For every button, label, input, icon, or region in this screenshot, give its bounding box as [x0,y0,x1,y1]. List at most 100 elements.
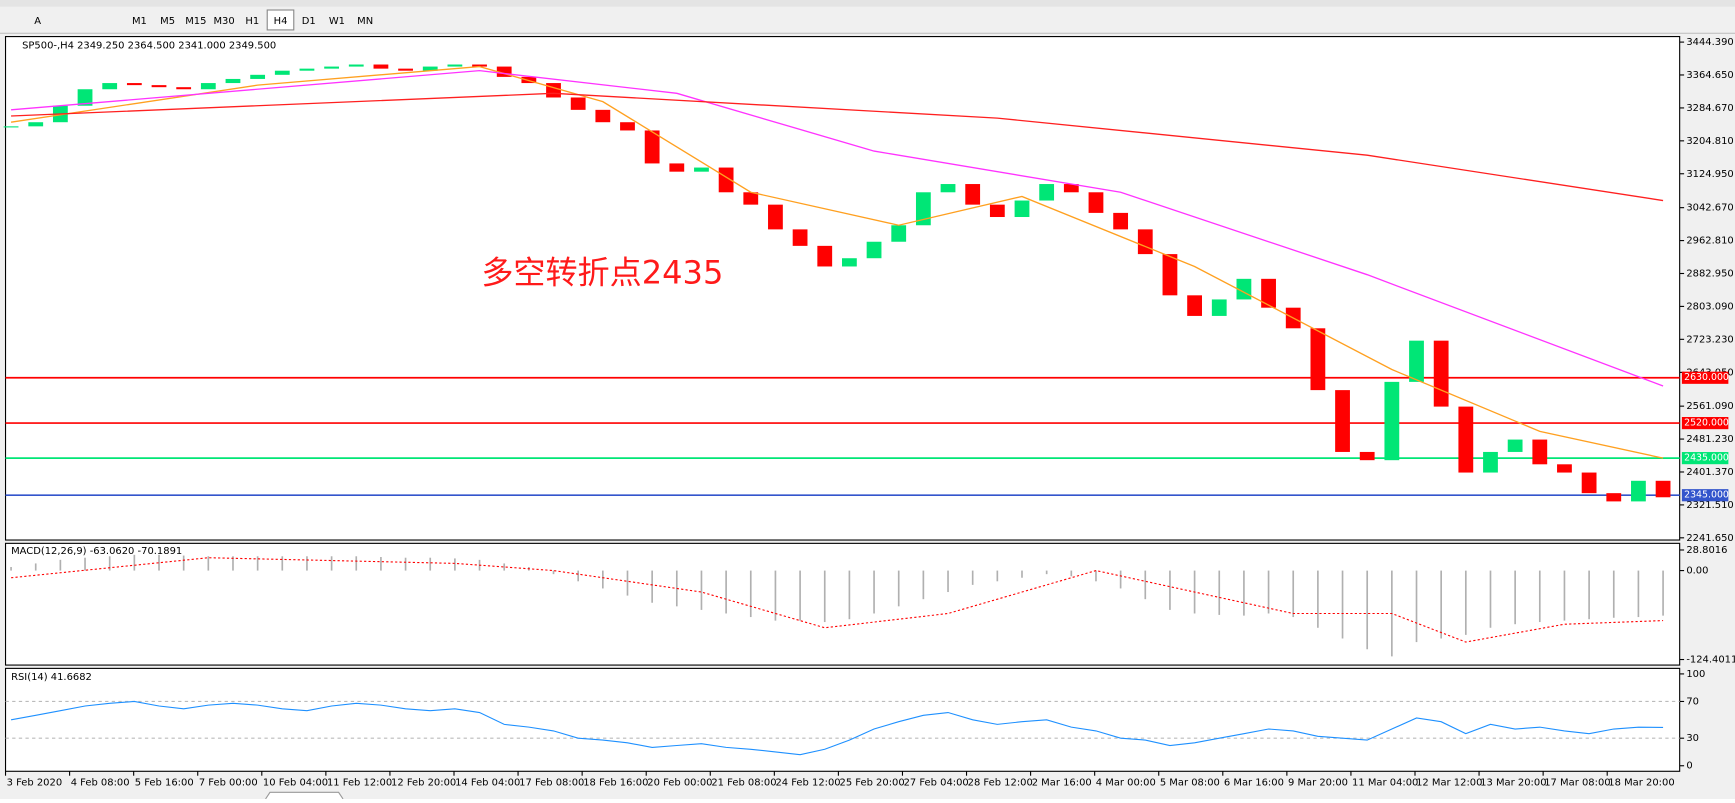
candle [546,83,561,98]
candle [940,184,956,193]
candle [1335,390,1350,452]
candle [225,78,241,84]
candle [743,192,759,205]
price-pane [4,36,1681,541]
x-tick-label: 6 Mar 16:00 [1224,777,1284,788]
level-label: 2435.000 [1684,453,1729,464]
toolbar-button[interactable] [28,10,47,30]
x-tick-label: 17 Mar 08:00 [1544,777,1610,788]
candle [28,122,44,127]
y-tick-label: 3042.670 [1686,203,1733,214]
candle [1631,480,1646,502]
candle [718,167,734,193]
toolbar-button-label: D1 [302,16,316,27]
candle [1137,229,1153,255]
candle [1310,328,1326,391]
y-tick-label: 28.8016 [1686,545,1727,556]
x-tick-label: 12 Mar 12:00 [1416,777,1482,788]
candle [447,64,463,67]
candle [472,64,487,67]
candle [3,126,19,128]
toolbar-button-label: MN [357,16,373,27]
candle [422,66,438,71]
x-tick-label: 12 Feb 20:00 [391,777,456,788]
candle [669,163,685,172]
toolbar-button[interactable] [239,10,266,30]
x-tick-label: 13 Mar 20:00 [1480,777,1546,788]
macd-title: MACD(12,26,9) -63.0620 -70.1891 [11,546,182,557]
y-tick-label: 2962.810 [1686,236,1733,247]
candle [1088,192,1104,213]
candle [200,83,216,90]
candle [989,204,1005,218]
toolbar-button[interactable] [182,10,210,30]
candle [1063,184,1079,193]
toolbar-button-label: M15 [185,16,206,27]
y-tick-label: 3364.650 [1686,70,1733,81]
moving-average [11,92,1664,202]
toolbar-button[interactable] [210,10,238,30]
candle [1507,439,1523,452]
macd-signal [11,557,1664,643]
y-tick-label: 3204.810 [1686,136,1733,147]
candle [1655,480,1671,498]
candle [1433,340,1449,407]
chart-title: SP500-,H4 2349.250 2364.500 2341.000 234… [22,40,276,51]
toolbar-button-label: A [34,16,41,27]
annotation: 多空转折点2435 [481,253,723,291]
moving-average [10,65,1664,459]
toolbar-button[interactable] [154,10,181,30]
moving-average [11,69,1664,387]
candle [496,66,512,77]
candle [891,225,907,242]
candle [817,245,833,267]
x-tick-label: 7 Feb 00:00 [199,777,258,788]
x-tick-label: 5 Mar 08:00 [1160,777,1220,788]
candle [1606,493,1622,502]
toolbar-button[interactable] [126,10,153,30]
toolbar-button[interactable] [295,10,322,30]
level-label: 2520.000 [1684,418,1729,429]
candle [151,85,167,88]
candle [1014,200,1030,218]
toolbar-button[interactable] [323,10,351,30]
x-tick-label: 20 Feb 00:00 [647,777,712,788]
candle [1113,212,1129,230]
x-tick-label: 25 Feb 20:00 [840,777,905,788]
rsi-pane [4,667,1681,772]
y-tick-label: 0.00 [1686,566,1708,577]
x-tick-label: 18 Mar 20:00 [1608,777,1674,788]
x-tick-label: 28 Feb 12:00 [968,777,1033,788]
x-tick-label: 18 Feb 16:00 [583,777,648,788]
candle [250,74,266,79]
toolbar-button-label: M1 [132,16,147,27]
x-tick-label: 21 Feb 08:00 [711,777,776,788]
x-tick-label: 24 Feb 12:00 [775,777,840,788]
toolbar-button[interactable] [351,10,379,30]
candle [1359,451,1375,461]
x-tick-label: 11 Mar 04:00 [1352,777,1418,788]
candle [842,258,857,267]
rsi-line [10,700,1664,756]
x-tick-label: 9 Mar 20:00 [1288,777,1348,788]
candle [1581,472,1597,494]
y-tick-label: 2803.090 [1686,301,1733,312]
candle [126,83,142,86]
y-tick-label: 2241.650 [1686,533,1733,544]
candle [644,130,660,164]
x-tick-label: 3 Feb 2020 [7,777,63,788]
y-tick-label: 3124.950 [1686,169,1733,180]
toolbar-button[interactable] [266,9,295,31]
y-tick-label: 2882.950 [1686,268,1733,279]
candle [77,89,93,106]
candle [176,87,192,90]
x-tick-label: 17 Feb 08:00 [519,777,584,788]
x-tick-label: 10 Feb 04:00 [263,777,328,788]
candle [1483,451,1498,473]
candle [620,122,635,131]
macd-pane [4,542,1681,666]
chart-tab[interactable] [265,791,344,800]
y-tick-label: 70 [1686,696,1699,707]
candle [274,70,290,75]
